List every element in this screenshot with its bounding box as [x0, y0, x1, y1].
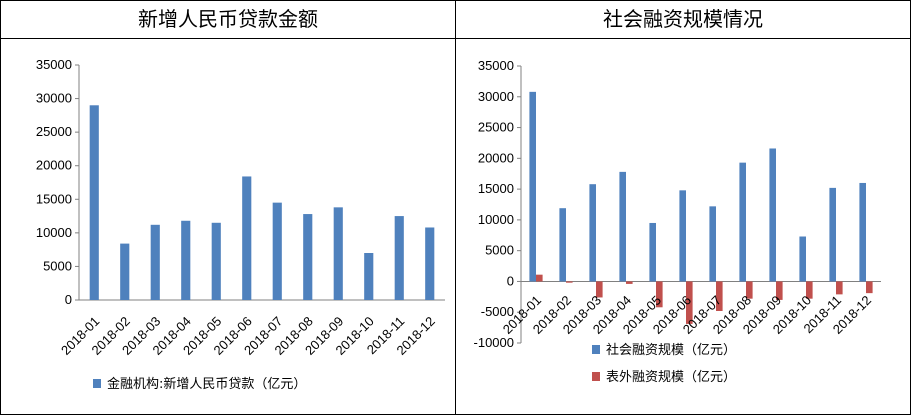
y-tick-label: 10000 — [478, 212, 514, 227]
legend-label: 社会融资规模（亿元） — [606, 342, 736, 358]
bar — [709, 206, 716, 282]
bar — [649, 222, 656, 282]
chart-panel-loans: 新增人民币贷款金额 0 5000 10000 15000 20000 25000 30000… — [1, 1, 456, 414]
bar — [746, 281, 753, 299]
legend-label: 表外融资规模（亿元） — [606, 370, 736, 385]
y-tick-label: 0 — [65, 292, 72, 307]
bar — [679, 190, 686, 282]
bar — [559, 208, 566, 282]
y-tick-label: 25000 — [478, 120, 514, 135]
bar — [656, 281, 663, 308]
y-tick-label: -5000 — [481, 304, 514, 319]
bar — [333, 207, 343, 300]
bar — [566, 281, 573, 283]
bar — [619, 171, 626, 282]
bar — [739, 162, 746, 282]
bar — [272, 202, 282, 300]
bar — [776, 281, 783, 300]
bar — [89, 105, 99, 301]
bar — [596, 281, 603, 298]
legend-label: 金融机构:新增人民币贷款（亿元） — [107, 376, 306, 392]
bar — [589, 184, 596, 282]
legend-swatch — [592, 345, 600, 354]
chart-title-financing: 社会融资规模情况 — [456, 1, 910, 39]
y-tick-label: -10000 — [474, 335, 514, 350]
bar — [536, 274, 543, 282]
y-tick-label: 30000 — [478, 89, 514, 104]
bar — [836, 281, 843, 295]
bar — [394, 216, 404, 300]
bar — [769, 148, 776, 282]
chart-loans: 050001000015000200002500030000350002018-… — [36, 57, 445, 392]
y-tick-label: 35000 — [478, 58, 514, 73]
y-tick-label: 10000 — [36, 225, 72, 240]
bar — [529, 91, 536, 282]
bar — [799, 236, 806, 282]
y-tick-label: 30000 — [36, 91, 72, 106]
bar — [120, 243, 130, 300]
y-tick-label: 0 — [507, 273, 514, 288]
chart-financing: -10000 -5000 0 5000 10000 15000 20000 25000 3000… — [474, 58, 881, 385]
chart-panel-financing: 社会融资规模情况 -10000 -5000 0 5000 10000 15000 20000… — [456, 1, 910, 414]
bar — [686, 281, 693, 324]
bar — [859, 182, 866, 282]
legend-swatch — [592, 372, 600, 381]
y-tick-label: 25000 — [36, 124, 72, 139]
bar — [626, 281, 633, 284]
bar — [829, 187, 836, 282]
y-tick-label: 15000 — [36, 191, 72, 206]
y-tick-label: 20000 — [478, 150, 514, 165]
y-tick-label: 20000 — [36, 158, 72, 173]
bar — [150, 224, 160, 300]
y-tick-label: 5000 — [43, 258, 72, 273]
bar — [211, 222, 221, 300]
bar — [242, 176, 252, 300]
chart-title-loans: 新增人民币贷款金额 — [1, 1, 455, 39]
y-tick-label: 15000 — [478, 181, 514, 196]
y-tick-label: 35000 — [36, 57, 72, 72]
bar — [303, 214, 313, 300]
legend-swatch — [93, 379, 101, 388]
bar — [181, 220, 191, 300]
bar — [364, 253, 374, 300]
bar — [866, 281, 873, 294]
bar — [806, 281, 813, 299]
bar — [716, 281, 723, 311]
y-tick-label: 5000 — [485, 243, 514, 258]
bar — [425, 227, 435, 300]
